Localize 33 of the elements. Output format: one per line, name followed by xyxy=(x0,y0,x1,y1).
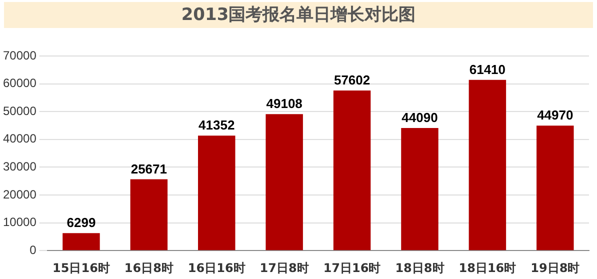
bar xyxy=(266,114,303,250)
y-tick-label: 20000 xyxy=(2,187,37,202)
x-tick-label: 18日8时 xyxy=(395,260,444,275)
bar xyxy=(198,136,236,250)
x-tick-label: 16日8时 xyxy=(124,260,174,275)
data-label: 41352 xyxy=(198,118,235,133)
x-tick-label: 15日16时 xyxy=(52,260,110,275)
y-tick-label: 40000 xyxy=(2,132,37,146)
x-tick-label: 17日16时 xyxy=(323,260,381,275)
bar xyxy=(468,80,506,250)
data-label: 57602 xyxy=(334,72,370,88)
bar xyxy=(62,233,100,250)
y-tick-label: 60000 xyxy=(2,76,37,90)
bar xyxy=(333,90,371,250)
y-tick-label: 0 xyxy=(30,242,37,257)
y-tick-label: 10000 xyxy=(2,215,37,230)
data-label: 44970 xyxy=(537,108,574,123)
x-tick-label: 16日16时 xyxy=(188,260,246,275)
x-tick-label: 19日8时 xyxy=(530,260,580,275)
bar xyxy=(401,128,438,250)
y-tick-label: 70000 xyxy=(2,48,37,62)
bar xyxy=(130,179,168,250)
bar xyxy=(536,126,574,250)
y-tick-label: 50000 xyxy=(2,104,37,118)
x-tick-label: 17日8时 xyxy=(260,260,309,275)
data-label: 6299 xyxy=(66,215,96,230)
chart-title: 2013国考报名单日增长对比图 xyxy=(4,2,593,28)
data-label: 44090 xyxy=(402,110,438,126)
data-label: 61410 xyxy=(469,62,506,77)
y-tick-label: 30000 xyxy=(2,160,37,174)
x-tick-label: 18日16时 xyxy=(458,260,516,275)
data-label: 25671 xyxy=(130,161,168,176)
data-label: 49108 xyxy=(266,96,302,112)
